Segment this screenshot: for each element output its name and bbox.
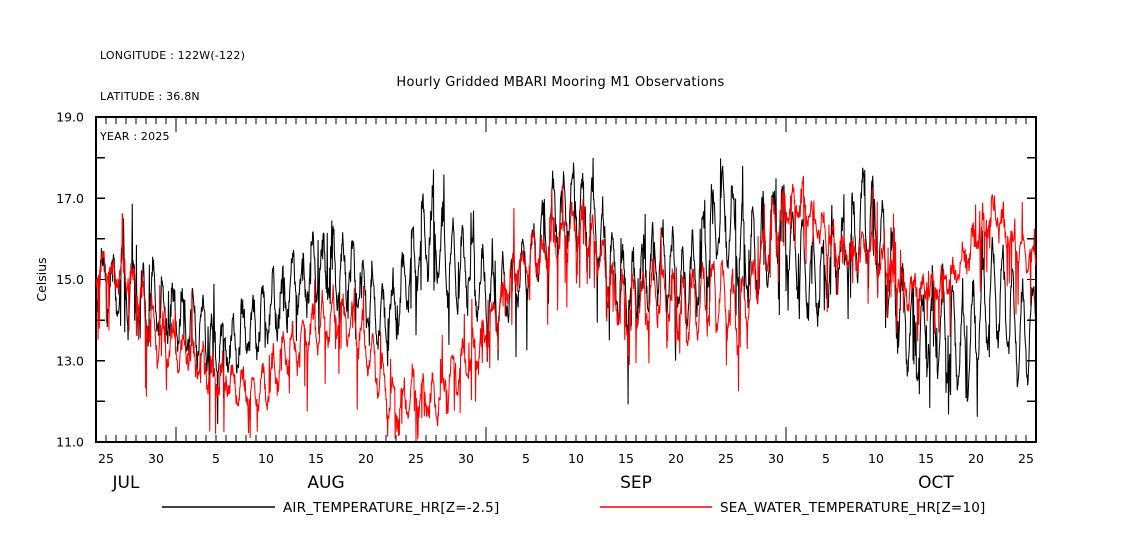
x-tick-label: 15: [618, 451, 634, 466]
x-tick-label: 15: [308, 451, 324, 466]
x-tick-label: 30: [148, 451, 164, 466]
x-tick-label: 5: [522, 451, 530, 466]
series-line-air-temperature: [95, 157, 1037, 424]
y-tick-label: 17.0: [56, 191, 84, 206]
y-tick-label: 13.0: [56, 353, 84, 368]
x-tick-label: 25: [408, 451, 424, 466]
series-layer: [95, 157, 1037, 440]
axes-layer: 11.0 13.0 15.0 17.0 19.0 Celsius 25 30 5 10 15 20 25…: [34, 110, 1037, 493]
x-month-label: AUG: [307, 473, 344, 493]
x-tick-label: 25: [1018, 451, 1034, 466]
y-tick-label: 11.0: [56, 435, 84, 450]
year-label: YEAR : 2025: [100, 130, 170, 143]
x-tick-label: 30: [458, 451, 474, 466]
legend-label: SEA_WATER_TEMPERATURE_HR[Z=10]: [720, 500, 986, 516]
page-title: Hourly Gridded MBARI Mooring M1 Observat…: [396, 75, 725, 90]
x-tick-label: 5: [822, 451, 830, 466]
longitude-label: LONGITUDE : 122W(-122): [100, 49, 246, 62]
metadata-block: LONGITUDE : 122W(-122) LATITUDE : 36.8N …: [100, 22, 245, 171]
x-tick-label: 10: [258, 451, 274, 466]
x-tick-label: 25: [718, 451, 734, 466]
x-tick-label: 20: [358, 451, 374, 466]
series-line-sea-water-temperature: [95, 175, 1037, 440]
x-tick-label: 15: [918, 451, 934, 466]
y-tick-label: 15.0: [56, 272, 84, 287]
x-tick-label: 10: [868, 451, 884, 466]
x-month-label: OCT: [918, 473, 954, 493]
legend-layer: AIR_TEMPERATURE_HR[Z=-2.5] SEA_WATER_TEMP…: [162, 500, 986, 516]
x-tick-label: 20: [668, 451, 684, 466]
y-axis-title: Celsius: [34, 257, 49, 301]
x-month-label: SEP: [620, 473, 652, 493]
x-tick-label: 10: [568, 451, 584, 466]
legend-item: AIR_TEMPERATURE_HR[Z=-2.5]: [162, 500, 499, 516]
y-tick-label: 19.0: [56, 110, 84, 125]
x-tick-label: 5: [212, 451, 220, 466]
x-tick-label: 25: [98, 451, 114, 466]
latitude-label: LATITUDE : 36.8N: [100, 89, 200, 103]
x-month-label: JUL: [112, 473, 140, 493]
x-tick-label: 20: [968, 451, 984, 466]
x-tick-label: 30: [768, 451, 784, 466]
legend-label: AIR_TEMPERATURE_HR[Z=-2.5]: [283, 500, 499, 516]
legend-item: SEA_WATER_TEMPERATURE_HR[Z=10]: [600, 500, 986, 516]
